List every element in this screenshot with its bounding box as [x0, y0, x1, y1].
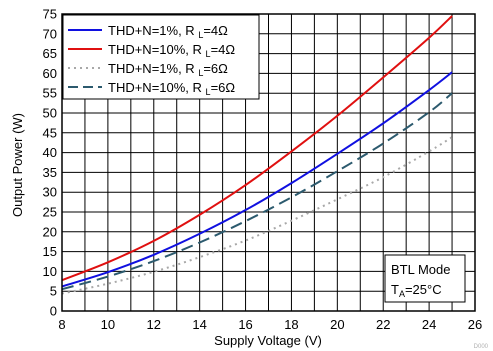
y-tick-label: 45	[43, 125, 57, 140]
annotation-temp-tail: =25°C	[405, 282, 442, 297]
x-tick-label: 26	[468, 317, 482, 332]
y-tick-label: 0	[50, 304, 57, 319]
series-line-1	[61, 71, 453, 288]
x-tick-label: 12	[147, 317, 161, 332]
legend-label-main: THD+N=1%, R	[108, 61, 198, 76]
x-tick-label: 22	[376, 317, 390, 332]
legend-label-sub: L	[206, 49, 211, 59]
series-line-4	[61, 92, 453, 291]
y-tick-label: 75	[43, 7, 57, 22]
y-tick-label: 30	[43, 185, 57, 200]
y-tick-label: 65	[43, 46, 57, 61]
legend-label-main: THD+N=1%, R	[108, 23, 198, 38]
legend-label-sub: L	[198, 30, 203, 40]
y-tick-label: 15	[43, 244, 57, 259]
x-tick-label: 10	[101, 317, 115, 332]
x-tick-label: 8	[58, 317, 65, 332]
y-tick-label: 35	[43, 165, 57, 180]
y-tick-label: 20	[43, 224, 57, 239]
legend-label-3: THD+N=1%, R L=6Ω	[108, 61, 228, 78]
figure-watermark: D000	[474, 344, 489, 350]
annotation-temp-main: T	[391, 282, 399, 297]
legend-label-sub: L	[198, 68, 203, 78]
series-line-3	[61, 136, 453, 295]
legend-label-tail: =4Ω	[211, 42, 236, 57]
y-tick-label: 55	[43, 86, 57, 101]
conditions-annotation: BTL Mode TA=25°C	[384, 254, 466, 303]
y-tick-label: 60	[43, 66, 57, 81]
y-tick-label: 50	[43, 106, 57, 121]
legend-label-main: THD+N=10%, R	[108, 42, 206, 57]
y-axis-label: Output Power (W)	[10, 113, 25, 217]
x-axis-label: Supply Voltage (V)	[214, 333, 322, 348]
y-tick-label: 40	[43, 145, 57, 160]
plot-border	[61, 13, 476, 312]
legend-label-main: THD+N=10%, R	[108, 80, 206, 95]
x-tick-labels: 8 10 12 14 16 18 20 22 24 26	[58, 317, 482, 332]
legend-label-sub: L	[206, 87, 211, 97]
legend-label-4: THD+N=10%, R L=6Ω	[108, 80, 235, 97]
legend-label-tail: =4Ω	[203, 23, 228, 38]
annotation-temperature: TA=25°C	[391, 282, 442, 299]
legend-label-1: THD+N=1%, R L=4Ω	[108, 23, 228, 40]
legend-label-2: THD+N=10%, R L=4Ω	[108, 42, 235, 59]
x-tick-label: 14	[192, 317, 206, 332]
y-tick-labels: 0 5 10 15 20 25 30 35 40 45 50 55 60 65 70 75	[43, 7, 57, 319]
y-tick-label: 5	[50, 284, 57, 299]
annotation-box	[384, 254, 466, 303]
x-tick-label: 24	[422, 317, 436, 332]
x-tick-label: 20	[330, 317, 344, 332]
series-line-2	[61, 15, 453, 282]
plot-frame	[61, 13, 476, 312]
x-tick-label: 18	[284, 317, 298, 332]
y-tick-label: 25	[43, 205, 57, 220]
x-tick-label: 16	[238, 317, 252, 332]
legend-label-tail: =6Ω	[203, 61, 228, 76]
y-tick-label: 70	[43, 26, 57, 41]
annotation-temp-sub: A	[399, 289, 405, 299]
annotation-mode: BTL Mode	[391, 262, 451, 277]
y-tick-label: 10	[43, 264, 57, 279]
series-lines	[61, 15, 453, 295]
legend-label-tail: =6Ω	[211, 80, 236, 95]
